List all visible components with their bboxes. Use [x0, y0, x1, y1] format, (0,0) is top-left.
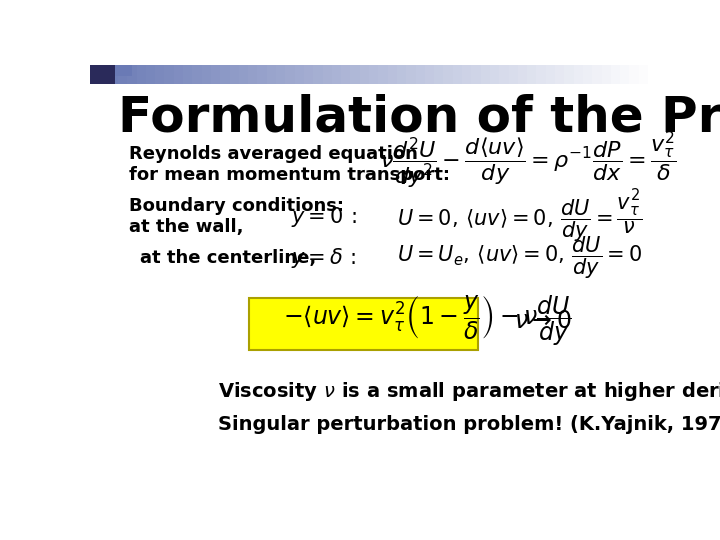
- Text: Boundary conditions:: Boundary conditions:: [129, 197, 344, 215]
- Bar: [453, 65, 462, 84]
- Bar: [369, 65, 379, 84]
- Bar: [490, 65, 500, 84]
- Bar: [137, 65, 146, 84]
- Bar: [248, 65, 258, 84]
- Bar: [620, 65, 630, 84]
- Bar: [415, 65, 426, 84]
- Bar: [183, 65, 193, 84]
- Bar: [202, 65, 212, 84]
- Bar: [397, 65, 407, 84]
- Bar: [378, 65, 388, 84]
- Bar: [406, 65, 416, 84]
- Bar: [276, 65, 286, 84]
- Bar: [472, 65, 481, 84]
- Bar: [332, 65, 342, 84]
- Bar: [99, 65, 109, 84]
- Bar: [90, 65, 115, 84]
- Text: for mean momentum transport:: for mean momentum transport:: [129, 166, 450, 184]
- Text: $U = U_e,\,\langle uv\rangle = 0,\,\dfrac{dU}{dy} = 0$: $U = U_e,\,\langle uv\rangle = 0,\,\dfra…: [397, 235, 642, 281]
- Bar: [564, 65, 574, 84]
- Bar: [155, 65, 165, 84]
- Bar: [499, 65, 509, 84]
- Text: $-\langle uv\rangle = v_{\tau}^{2}\left(1 - \dfrac{y}{\delta}\right) - \nu\dfrac: $-\langle uv\rangle = v_{\tau}^{2}\left(…: [282, 293, 571, 348]
- Text: $y = 0\,:$: $y = 0\,:$: [291, 205, 356, 228]
- Bar: [341, 65, 351, 84]
- Bar: [211, 65, 221, 84]
- Text: at the wall,: at the wall,: [129, 218, 243, 236]
- Bar: [546, 65, 556, 84]
- Text: Reynolds averaged equation: Reynolds averaged equation: [129, 145, 418, 163]
- Bar: [323, 65, 333, 84]
- Bar: [90, 65, 100, 84]
- Text: $\nu \rightarrow 0$: $\nu \rightarrow 0$: [514, 308, 572, 333]
- Bar: [518, 65, 528, 84]
- Bar: [258, 65, 267, 84]
- Text: $y = \delta\,:$: $y = \delta\,:$: [291, 246, 356, 270]
- Bar: [508, 65, 518, 84]
- Bar: [593, 65, 602, 84]
- Bar: [536, 65, 546, 84]
- Bar: [127, 65, 137, 84]
- Bar: [434, 65, 444, 84]
- Bar: [639, 65, 649, 84]
- Bar: [285, 65, 295, 84]
- Bar: [192, 65, 202, 84]
- Text: Viscosity $\nu$ is a small parameter at higher derivative.: Viscosity $\nu$ is a small parameter at …: [218, 380, 720, 403]
- Bar: [360, 65, 369, 84]
- Bar: [220, 65, 230, 84]
- Bar: [574, 65, 583, 84]
- Bar: [164, 65, 174, 84]
- FancyBboxPatch shape: [249, 298, 478, 349]
- Text: at the centerline,: at the centerline,: [140, 249, 317, 267]
- Text: $\nu\dfrac{d^{2}U}{dy^{2}} - \dfrac{d\langle uv\rangle}{dy} = \rho^{-1}\dfrac{dP: $\nu\dfrac{d^{2}U}{dy^{2}} - \dfrac{d\la…: [380, 130, 677, 191]
- Bar: [145, 65, 156, 84]
- Bar: [351, 65, 360, 84]
- Bar: [304, 65, 314, 84]
- Bar: [118, 65, 127, 84]
- Text: Singular perturbation problem! (K.Yajnik, 1970): Singular perturbation problem! (K.Yajnik…: [218, 415, 720, 434]
- Bar: [239, 65, 248, 84]
- Bar: [387, 65, 397, 84]
- Bar: [266, 65, 276, 84]
- Bar: [601, 65, 611, 84]
- Bar: [555, 65, 565, 84]
- Bar: [629, 65, 639, 84]
- Bar: [425, 65, 435, 84]
- Bar: [481, 65, 490, 84]
- Text: $U = 0,\,\langle uv\rangle = 0,\,\dfrac{dU}{dy} = \dfrac{v_{\tau}^{2}}{\nu}$: $U = 0,\,\langle uv\rangle = 0,\,\dfrac{…: [397, 188, 642, 245]
- Bar: [174, 65, 184, 84]
- Bar: [462, 65, 472, 84]
- Text: Formulation of the Problem: Formulation of the Problem: [118, 94, 720, 142]
- Bar: [527, 65, 537, 84]
- Bar: [444, 65, 454, 84]
- Bar: [583, 65, 593, 84]
- Bar: [294, 65, 305, 84]
- Bar: [611, 65, 621, 84]
- Bar: [230, 65, 239, 84]
- Bar: [313, 65, 323, 84]
- Bar: [115, 65, 132, 77]
- Bar: [109, 65, 119, 84]
